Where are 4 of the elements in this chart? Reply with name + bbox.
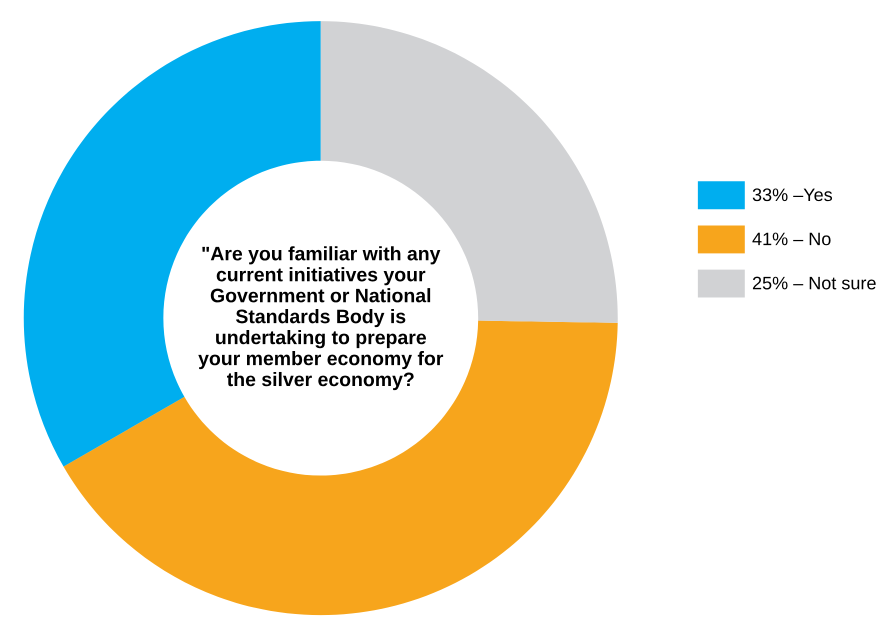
legend-label: 41% – No xyxy=(752,232,831,246)
legend-label: 25% – Not sure xyxy=(752,276,876,290)
text: "Are you familiar with any current initiatives your Government or National Standards Body is undertaking to prepare your member economy for the silver economy? xyxy=(198,246,444,390)
legend-label: 33% –Yes xyxy=(752,188,832,202)
